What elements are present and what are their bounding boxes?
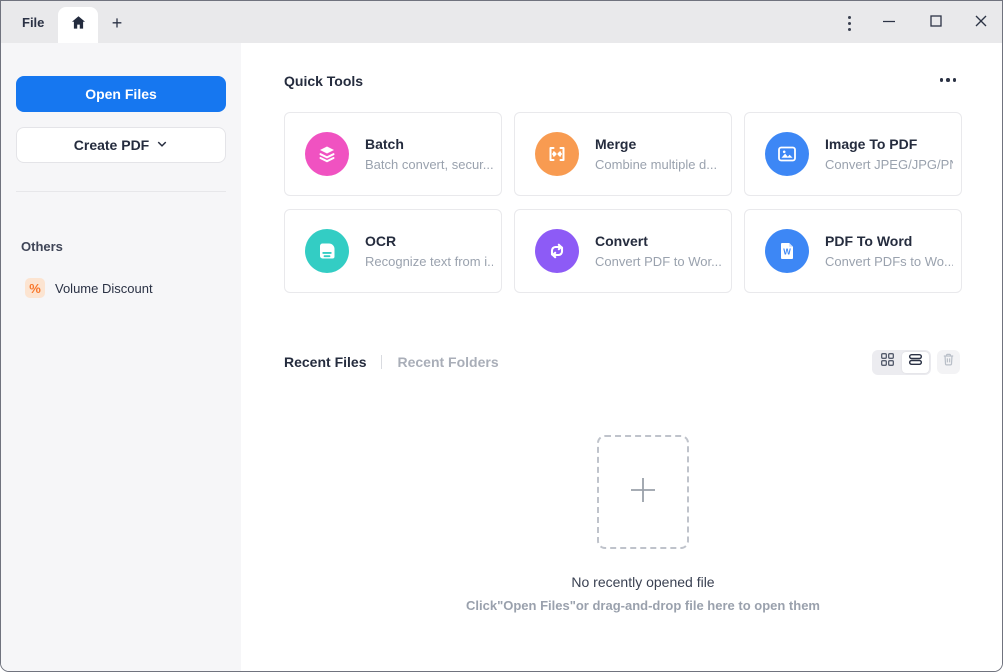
open-files-button[interactable]: Open Files	[16, 76, 226, 112]
chevron-down-icon	[156, 137, 168, 153]
image-icon	[765, 132, 809, 176]
maximize-icon	[928, 13, 944, 34]
tab-separator	[381, 355, 383, 369]
card-subtitle: Batch convert, secur...	[365, 157, 493, 172]
main-content: Quick Tools Batch Batch convert, secur..…	[241, 43, 1002, 671]
create-pdf-button[interactable]: Create PDF	[16, 127, 226, 163]
list-view-button[interactable]	[901, 351, 929, 373]
card-title: Batch	[365, 136, 404, 152]
card-title: OCR	[365, 233, 397, 249]
card-subtitle: Convert PDFs to Wo...	[825, 254, 953, 269]
minimize-button[interactable]	[876, 10, 902, 36]
card-subtitle: Convert PDF to Wor...	[595, 254, 722, 269]
recent-bar: Recent Files Recent Folders	[284, 349, 960, 375]
quick-tool-card[interactable]: Merge Combine multiple d...	[514, 112, 732, 196]
create-pdf-label: Create PDF	[73, 137, 150, 153]
quick-tools-more-button[interactable]	[936, 70, 960, 90]
sidebar-divider	[16, 191, 226, 192]
sidebar-item-volume-discount[interactable]: % Volume Discount	[17, 273, 225, 303]
view-toggle	[872, 349, 931, 375]
quick-tool-card[interactable]: OCR Recognize text from i...	[284, 209, 502, 293]
list-view-icon	[908, 352, 923, 372]
others-section-label: Others	[21, 239, 63, 254]
quick-tool-card[interactable]: Image To PDF Convert JPEG/JPG/PN...	[744, 112, 962, 196]
new-tab-plus-icon: +	[111, 12, 123, 33]
tab-recent-folders[interactable]: Recent Folders	[397, 354, 499, 370]
sidebar-item-label: Volume Discount	[55, 280, 153, 296]
grid-view-button[interactable]	[874, 352, 902, 373]
quick-tools-title: Quick Tools	[284, 73, 364, 89]
recent-empty-state: No recently opened file Click"Open Files…	[284, 435, 1002, 613]
card-subtitle: Combine multiple d...	[595, 157, 718, 172]
tab-recent-files[interactable]: Recent Files	[284, 354, 367, 370]
sidebar: Open Files Create PDF Others % Volume Di…	[1, 43, 241, 671]
percent-icon: %	[25, 278, 45, 298]
merge-icon	[535, 132, 579, 176]
kebab-menu-icon	[847, 15, 851, 31]
card-title: Merge	[595, 136, 637, 152]
quick-tool-card[interactable]: Batch Batch convert, secur...	[284, 112, 502, 196]
tab-home[interactable]	[58, 7, 98, 43]
home-icon	[70, 14, 87, 36]
plus-icon	[628, 475, 658, 510]
ocr-document-icon	[305, 229, 349, 273]
word-doc-icon: W	[765, 229, 809, 273]
minimize-icon	[881, 13, 897, 34]
close-button[interactable]	[968, 10, 994, 36]
titlebar-more-button[interactable]	[836, 10, 862, 36]
new-tab-button[interactable]: +	[106, 12, 128, 34]
close-icon	[973, 13, 989, 34]
grid-view-icon	[880, 352, 895, 372]
card-title: PDF To Word	[825, 233, 913, 249]
card-subtitle: Recognize text from i...	[365, 254, 493, 269]
file-menu[interactable]: File	[22, 14, 45, 30]
quick-tool-card[interactable]: Convert Convert PDF to Wor...	[514, 209, 732, 293]
layers-icon	[305, 132, 349, 176]
quick-tool-card[interactable]: W PDF To Word Convert PDFs to Wo...	[744, 209, 962, 293]
card-subtitle: Convert JPEG/JPG/PN...	[825, 157, 953, 172]
empty-state-hint: Click"Open Files"or drag-and-drop file h…	[466, 598, 820, 613]
delete-recent-button[interactable]	[937, 350, 960, 374]
card-title: Image To PDF	[825, 136, 918, 152]
trash-icon	[941, 352, 956, 372]
drop-zone[interactable]	[597, 435, 689, 549]
convert-cycle-icon	[535, 229, 579, 273]
quick-tools-grid: Batch Batch convert, secur... Merge Comb…	[284, 112, 962, 293]
maximize-button[interactable]	[923, 10, 949, 36]
svg-text:W: W	[783, 248, 791, 257]
titlebar: File +	[1, 1, 1002, 43]
ellipsis-icon	[939, 78, 957, 82]
card-title: Convert	[595, 233, 648, 249]
empty-state-title: No recently opened file	[571, 574, 715, 590]
